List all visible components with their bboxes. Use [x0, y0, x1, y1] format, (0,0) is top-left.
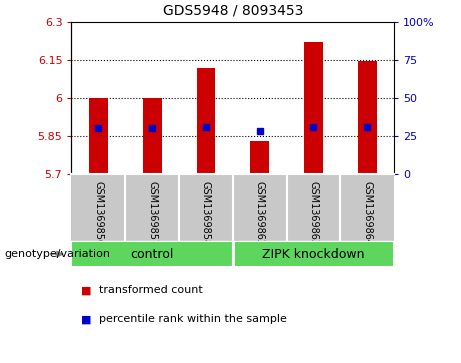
Text: GSM1369862: GSM1369862	[254, 181, 265, 246]
Text: percentile rank within the sample: percentile rank within the sample	[99, 314, 287, 325]
Bar	[196, 68, 215, 174]
Bar	[233, 241, 394, 267]
Text: genotype/variation: genotype/variation	[5, 249, 111, 259]
Text: transformed count: transformed count	[99, 285, 203, 295]
Text: GSM1369863: GSM1369863	[308, 181, 319, 246]
Bar	[358, 61, 377, 174]
Bar	[250, 141, 269, 174]
Bar	[89, 98, 108, 174]
Text: GSM1369864: GSM1369864	[362, 181, 372, 246]
Text: GSM1369856: GSM1369856	[93, 181, 103, 246]
Text: GSM1369857: GSM1369857	[147, 181, 157, 246]
Text: control: control	[130, 248, 174, 261]
Bar	[304, 42, 323, 174]
Bar	[71, 241, 233, 267]
Text: ■: ■	[81, 285, 91, 295]
Text: ■: ■	[81, 314, 91, 325]
Bar	[143, 98, 161, 174]
Text: ZIPK knockdown: ZIPK knockdown	[262, 248, 365, 261]
Text: GSM1369858: GSM1369858	[201, 181, 211, 246]
Title: GDS5948 / 8093453: GDS5948 / 8093453	[163, 4, 303, 18]
